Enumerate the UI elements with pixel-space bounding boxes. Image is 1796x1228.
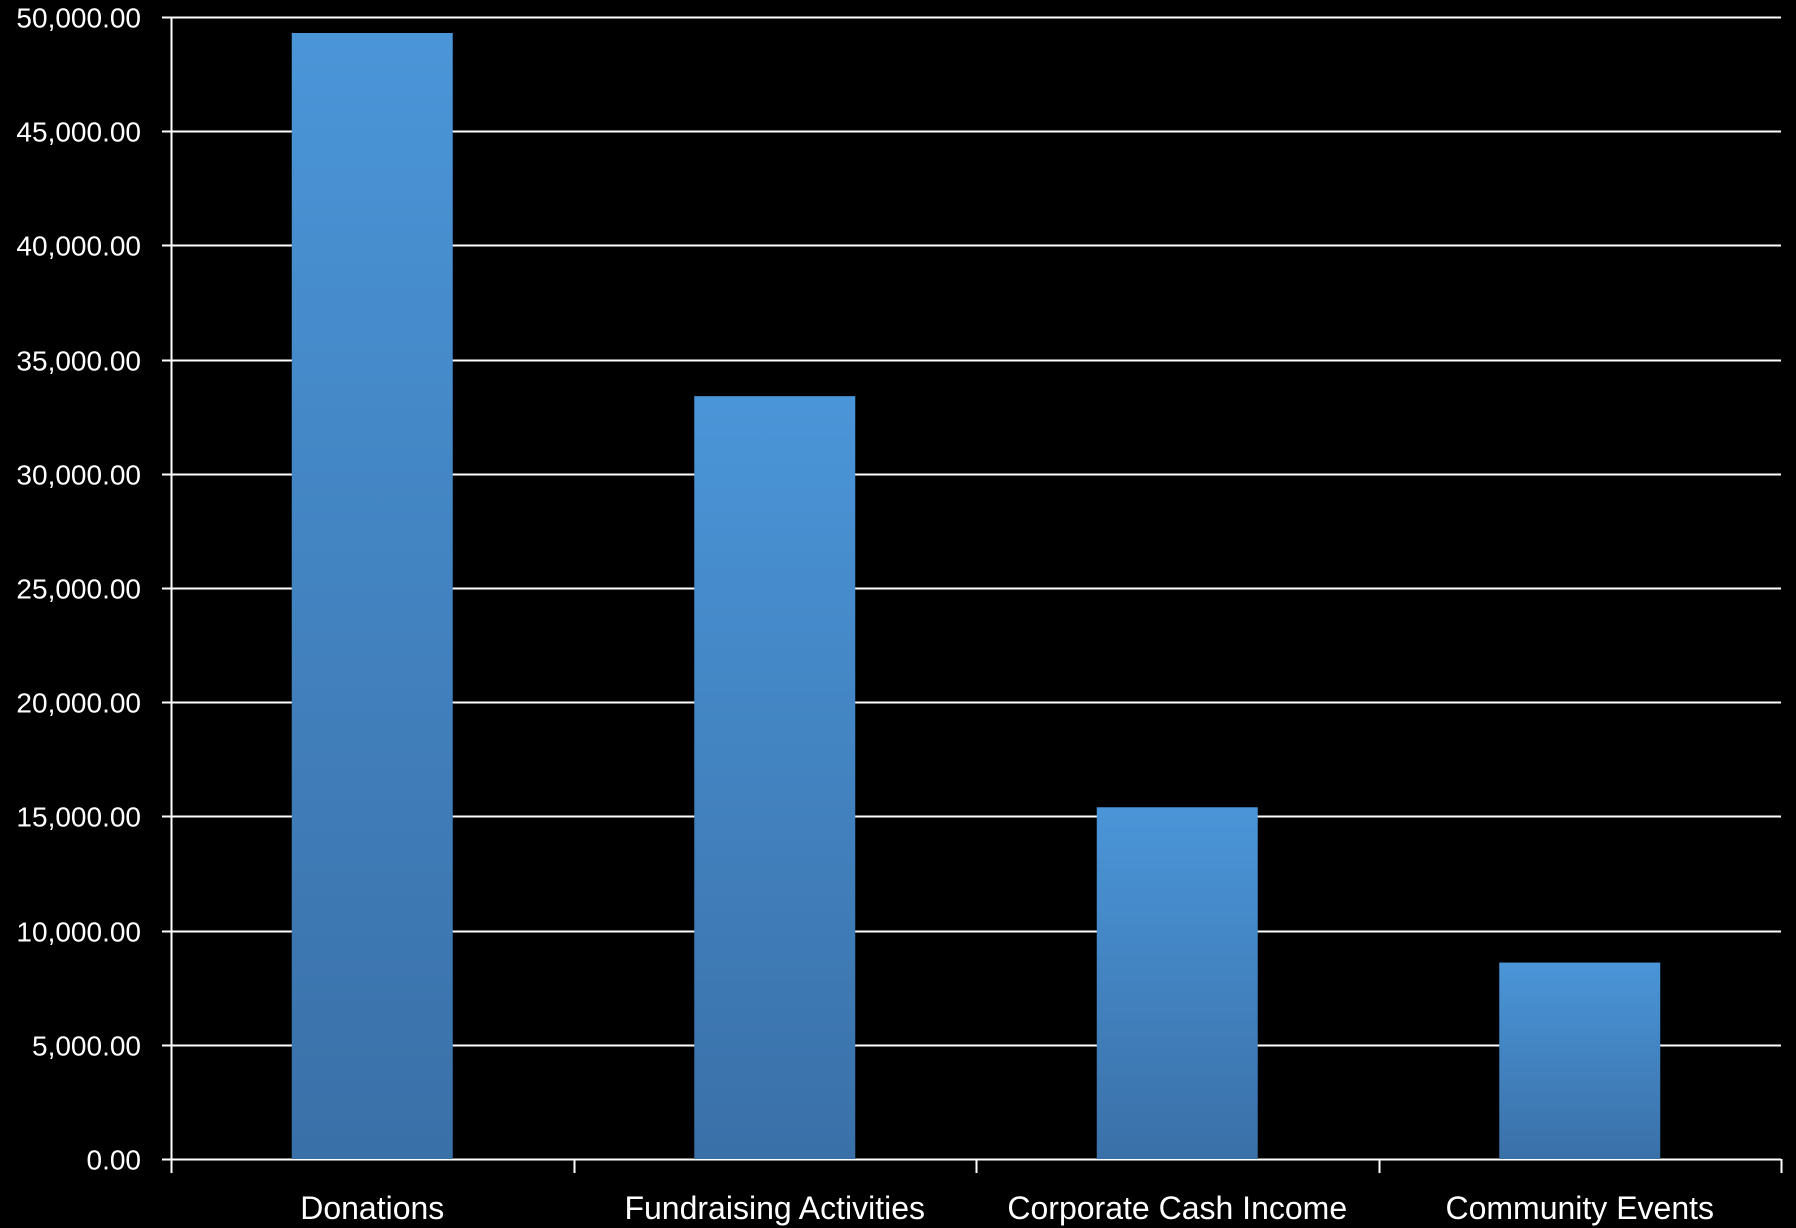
y-tick-label: 20,000.00 bbox=[16, 688, 141, 719]
x-tick-label: Fundraising Activities bbox=[624, 1190, 925, 1226]
bars bbox=[291, 32, 1661, 1159]
y-tick-label: 30,000.00 bbox=[16, 460, 141, 491]
x-tick-label: Community Events bbox=[1445, 1190, 1714, 1226]
x-axis-tick-labels: Donations Fundraising Activities Corporate… bbox=[300, 1190, 1714, 1226]
x-tick-label: Donations bbox=[300, 1190, 444, 1226]
y-tick-label: 5,000.00 bbox=[32, 1031, 141, 1062]
y-tick-label: 45,000.00 bbox=[16, 117, 141, 148]
y-tick-label: 25,000.00 bbox=[16, 574, 141, 605]
bar-corporate-cash-income bbox=[1096, 807, 1258, 1159]
y-tick-label: 35,000.00 bbox=[16, 346, 141, 377]
x-tick-label: Corporate Cash Income bbox=[1007, 1190, 1347, 1226]
bar-community-events bbox=[1499, 962, 1661, 1159]
bar-donations bbox=[291, 32, 453, 1159]
y-tick-label: 40,000.00 bbox=[16, 231, 141, 262]
y-axis-tick-labels: 0.00 5,000.00 10,000.00 15,000.00 20,000.00 2… bbox=[16, 3, 141, 1176]
y-tick-label: 50,000.00 bbox=[16, 3, 141, 34]
y-tick-label: 10,000.00 bbox=[16, 917, 141, 948]
y-tick-label: 15,000.00 bbox=[16, 802, 141, 833]
axes bbox=[162, 16, 1783, 1173]
bar-fundraising-activities bbox=[694, 396, 856, 1159]
y-tick-label: 0.00 bbox=[87, 1145, 142, 1176]
